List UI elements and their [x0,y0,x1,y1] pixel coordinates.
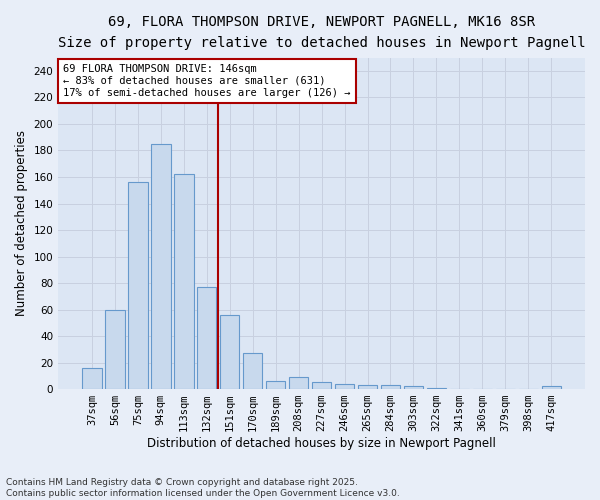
Bar [542,386,561,389]
Bar [427,388,446,389]
Bar [381,385,400,389]
Bar [266,381,286,389]
Bar [105,310,125,389]
Bar [151,144,170,389]
Bar [404,386,423,389]
Y-axis label: Number of detached properties: Number of detached properties [15,130,28,316]
Bar [358,385,377,389]
Title: 69, FLORA THOMPSON DRIVE, NEWPORT PAGNELL, MK16 8SR
Size of property relative to: 69, FLORA THOMPSON DRIVE, NEWPORT PAGNEL… [58,15,586,50]
Bar [243,354,262,389]
Bar [128,182,148,389]
Text: Contains HM Land Registry data © Crown copyright and database right 2025.
Contai: Contains HM Land Registry data © Crown c… [6,478,400,498]
Bar [289,377,308,389]
X-axis label: Distribution of detached houses by size in Newport Pagnell: Distribution of detached houses by size … [147,437,496,450]
Bar [174,174,194,389]
Text: 69 FLORA THOMPSON DRIVE: 146sqm
← 83% of detached houses are smaller (631)
17% o: 69 FLORA THOMPSON DRIVE: 146sqm ← 83% of… [64,64,351,98]
Bar [335,384,355,389]
Bar [82,368,101,389]
Bar [197,287,217,389]
Bar [312,382,331,389]
Bar [220,315,239,389]
